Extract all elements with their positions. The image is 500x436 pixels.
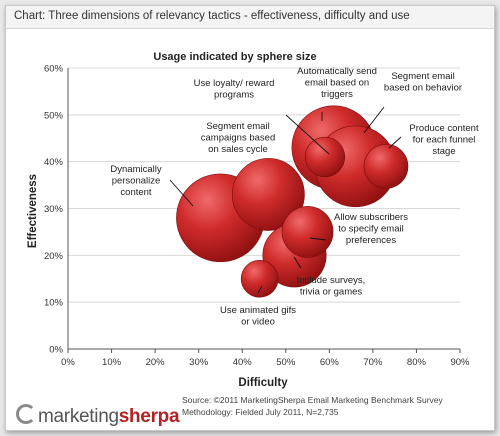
bubble-point <box>304 136 346 178</box>
logo-text-b: sherpa <box>118 406 180 427</box>
x-tick-label: 10% <box>102 357 122 368</box>
y-tick-label: 60% <box>44 64 64 75</box>
bubble-point <box>231 158 305 231</box>
leader-line <box>169 179 194 207</box>
leader-line <box>293 256 302 269</box>
x-tick-label: 90% <box>450 357 470 368</box>
leader-line <box>388 136 402 149</box>
chart-header-title: Chart: Three dimensions of relevancy tac… <box>14 10 410 22</box>
x-tick-label: 80% <box>407 357 427 368</box>
x-axis-label: Difficulty <box>238 377 288 389</box>
leader-line <box>363 106 385 134</box>
y-tick-label: 0% <box>49 345 63 356</box>
methodology-note: Methodology: Fielded July 2011, N=2,735 <box>182 407 339 417</box>
bubble-chart: Usage indicated by sphere size 0% 10% 20% 3… <box>27 51 479 389</box>
leader-line <box>285 114 330 155</box>
x-tick-label: 40% <box>233 357 253 368</box>
y-tick-label: 50% <box>44 110 64 121</box>
x-tick-label: 50% <box>276 357 296 368</box>
data-label: Include surveys, trivia or games <box>297 275 366 298</box>
data-label: Automatically send email based on triggers <box>297 66 377 100</box>
bubble-point <box>363 144 409 189</box>
data-label: Dynamically personalize content <box>110 164 161 198</box>
bubble-point <box>281 206 334 258</box>
logo-text-a: marketing <box>38 406 119 427</box>
y-tick-label: 30% <box>44 204 64 215</box>
swirl-icon <box>16 404 36 424</box>
chart-title: Usage indicated by sphere size <box>153 51 316 63</box>
y-axis-label: Effectiveness <box>27 174 39 248</box>
marketingsherpa-logo: marketingsherpa <box>16 404 180 428</box>
y-tick-label: 40% <box>44 157 64 168</box>
data-label: Use loyalty/ reward programs <box>194 78 275 101</box>
y-tick-label: 20% <box>44 251 64 262</box>
x-tick-label: 60% <box>320 357 340 368</box>
data-label: Segment email campaigns based on sales cyc… <box>201 121 275 155</box>
chart-header: Chart: Three dimensions of relevancy tac… <box>6 6 494 29</box>
y-tick-label: 10% <box>44 298 64 309</box>
x-tick-label: 0% <box>61 357 75 368</box>
leader-line <box>309 237 327 241</box>
data-label: Produce content for each funnel stage <box>409 123 479 157</box>
leader-line <box>257 285 263 294</box>
x-tick-label: 20% <box>146 357 166 368</box>
x-tick-label: 70% <box>363 357 383 368</box>
data-label: Allow subscribers to specify email prefere… <box>334 212 408 246</box>
chart-frame: Chart: Three dimensions of relevancy tac… <box>5 5 495 431</box>
x-tick-label: 30% <box>189 357 209 368</box>
source-note: Source: ©2011 MarketingSherpa Email Mark… <box>182 395 443 405</box>
bubble-point <box>240 259 279 298</box>
data-label: Segment email based on behavior <box>384 71 462 94</box>
data-label: Use animated gifs or video <box>220 305 296 328</box>
